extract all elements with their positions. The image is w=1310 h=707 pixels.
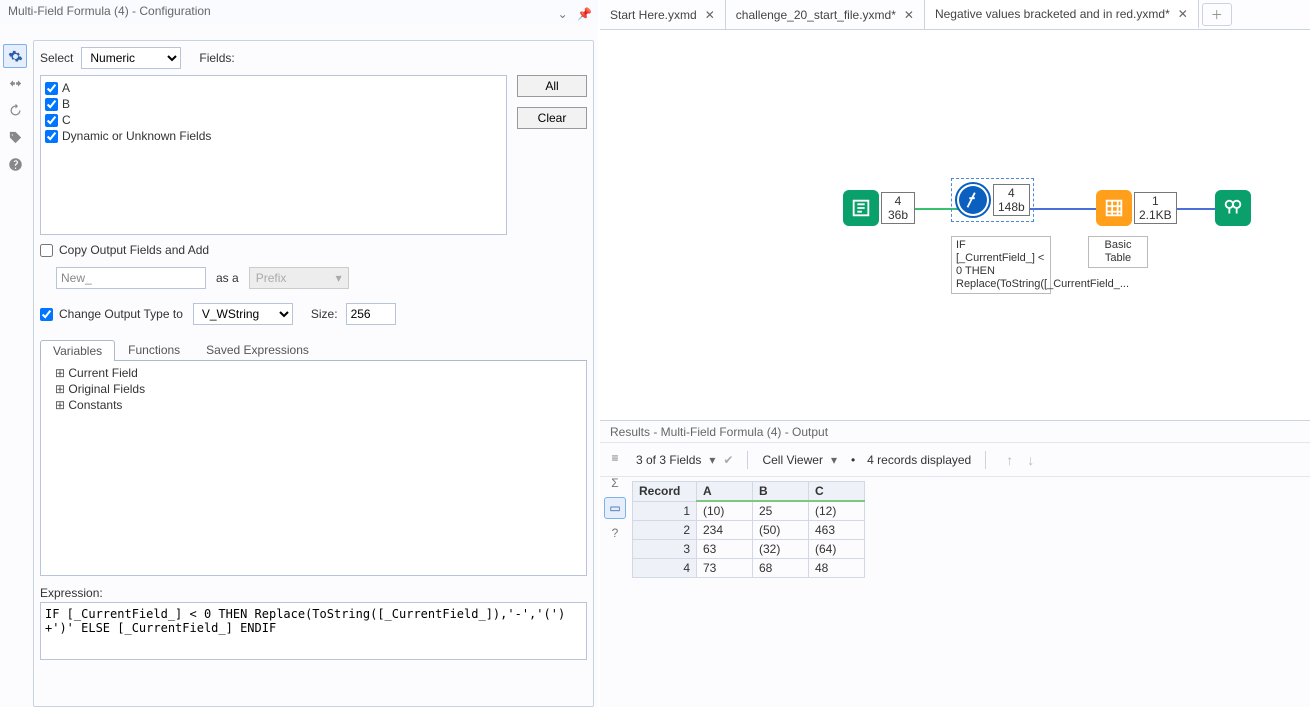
workflow-canvas[interactable]: 436b 4148b IF [_CurrentField_] < 0 THEN … [600,30,1310,420]
tab-saved[interactable]: Saved Expressions [193,339,322,360]
fields-list[interactable]: A B C Dynamic or Unknown Fields [40,75,507,235]
results-title: Results - Multi-Field Formula (4) - Outp… [600,421,1310,443]
multi-field-formula-tool[interactable]: 4148b [955,182,1030,218]
tree-item[interactable]: Original Fields [45,381,582,397]
panel-title: Multi-Field Formula (4) - Configuration [8,4,211,18]
all-button[interactable]: All [517,75,587,97]
file-tab[interactable]: challenge_20_start_file.yxmd*✕ [726,0,925,29]
cell[interactable]: 25 [753,501,809,521]
change-type-label: Change Output Type to [59,307,183,321]
field-item: C [45,112,502,128]
results-grid[interactable]: Record A B C 1(10)25(12) 2234(50)463 363… [632,481,865,578]
sigma-icon[interactable]: Σ [604,472,626,494]
output-type-combo[interactable]: V_WString [193,303,293,325]
right-panel: Start Here.yxmd✕ challenge_20_start_file… [600,0,1310,707]
tree-item[interactable]: Constants [45,397,582,413]
pin-icon[interactable]: 📌 [577,7,592,21]
refresh-icon[interactable] [3,98,27,122]
tree-item[interactable]: Current Field [45,365,582,381]
copy-output-label: Copy Output Fields and Add [59,243,209,257]
prefix-suffix-combo: Prefix▾ [249,267,349,289]
tool-caption: IF [_CurrentField_] < 0 THEN Replace(ToS… [951,236,1051,294]
config-panel: Multi-Field Formula (4) - Configuration … [0,0,598,707]
field-item: A [45,80,502,96]
close-icon[interactable]: ✕ [705,8,715,22]
col-header[interactable]: B [753,482,809,502]
as-a-label: as a [216,271,239,285]
help-icon[interactable]: ? [604,522,626,544]
code-icon[interactable] [3,71,27,95]
expression-label: Expression: [40,586,587,600]
results-toolbar: 3 of 3 Fields▾ ✔ Cell Viewer▾ • 4 record… [600,443,1310,477]
field-item: B [45,96,502,112]
cell[interactable]: 463 [809,521,865,540]
expr-tabs: Variables Functions Saved Expressions [40,339,587,361]
anchor-info: 436b [881,192,915,224]
close-icon[interactable]: ✕ [904,8,914,22]
config-side-icons [0,44,30,179]
cell[interactable]: 73 [697,559,753,578]
cell[interactable]: 3 [633,540,697,559]
config-body: Select Numeric Fields: A B C Dynamic or … [33,40,594,707]
col-header[interactable]: A [697,482,753,502]
prefix-input[interactable]: New_ [56,267,206,289]
select-label: Select [40,51,73,65]
size-label: Size: [311,307,338,321]
size-input[interactable] [346,303,396,325]
cell[interactable]: 63 [697,540,753,559]
select-type-combo[interactable]: Numeric [81,47,181,69]
change-type-checkbox[interactable] [40,308,53,321]
close-icon[interactable]: ✕ [1178,7,1188,21]
expression-textarea[interactable]: IF [_CurrentField_] < 0 THEN Replace(ToS… [40,602,587,660]
cell[interactable]: 4 [633,559,697,578]
cell[interactable]: (12) [809,501,865,521]
file-tab[interactable]: Negative values bracketed and in red.yxm… [925,0,1199,29]
chevron-down-icon[interactable]: ⌄ [558,7,568,21]
field-item: Dynamic or Unknown Fields [45,128,502,144]
browse-tool[interactable] [1215,190,1251,226]
cell[interactable]: (50) [753,521,809,540]
cell[interactable]: (32) [753,540,809,559]
file-tab[interactable]: Start Here.yxmd✕ [600,0,726,29]
variables-tree[interactable]: Current Field Original Fields Constants [40,361,587,576]
cell[interactable]: 1 [633,501,697,521]
file-tab-strip: Start Here.yxmd✕ challenge_20_start_file… [600,0,1310,30]
tab-variables[interactable]: Variables [40,340,115,361]
col-header[interactable]: C [809,482,865,502]
gear-icon[interactable] [3,44,27,68]
anchor-info: 4148b [993,184,1030,216]
copy-output-checkbox[interactable] [40,244,53,257]
records-count: 4 records displayed [867,453,971,467]
results-panel: Results - Multi-Field Formula (4) - Outp… [600,420,1310,707]
text-input-tool[interactable]: 436b [843,190,915,226]
fields-label: Fields: [199,51,234,65]
basic-table-tool[interactable]: 12.1KB [1096,190,1177,226]
cell[interactable]: (64) [809,540,865,559]
check-icon[interactable]: ✔ [723,453,733,467]
arrow-down-icon[interactable]: ↓ [1027,452,1034,468]
help-icon[interactable] [3,152,27,176]
tool-caption: Basic Table [1088,236,1148,268]
tag-icon[interactable] [3,125,27,149]
add-tab-button[interactable]: ＋ [1202,3,1232,26]
arrow-up-icon[interactable]: ↑ [1006,452,1013,468]
selected-tool-box: 4148b [951,178,1034,222]
panel-header: Multi-Field Formula (4) - Configuration … [0,0,598,23]
menu-icon[interactable]: ≡ [604,447,626,469]
col-header[interactable]: Record [633,482,697,502]
cell[interactable]: 68 [753,559,809,578]
fields-count[interactable]: 3 of 3 Fields [636,453,701,467]
clear-button[interactable]: Clear [517,107,587,129]
cell[interactable]: (10) [697,501,753,521]
data-icon[interactable]: ▭ [604,497,626,519]
cell[interactable]: 48 [809,559,865,578]
cell[interactable]: 234 [697,521,753,540]
anchor-info: 12.1KB [1134,192,1177,224]
cell-viewer[interactable]: Cell Viewer [762,453,822,467]
results-side-icons: ≡ Σ ▭ ? [604,447,630,547]
cell[interactable]: 2 [633,521,697,540]
tab-functions[interactable]: Functions [115,339,193,360]
